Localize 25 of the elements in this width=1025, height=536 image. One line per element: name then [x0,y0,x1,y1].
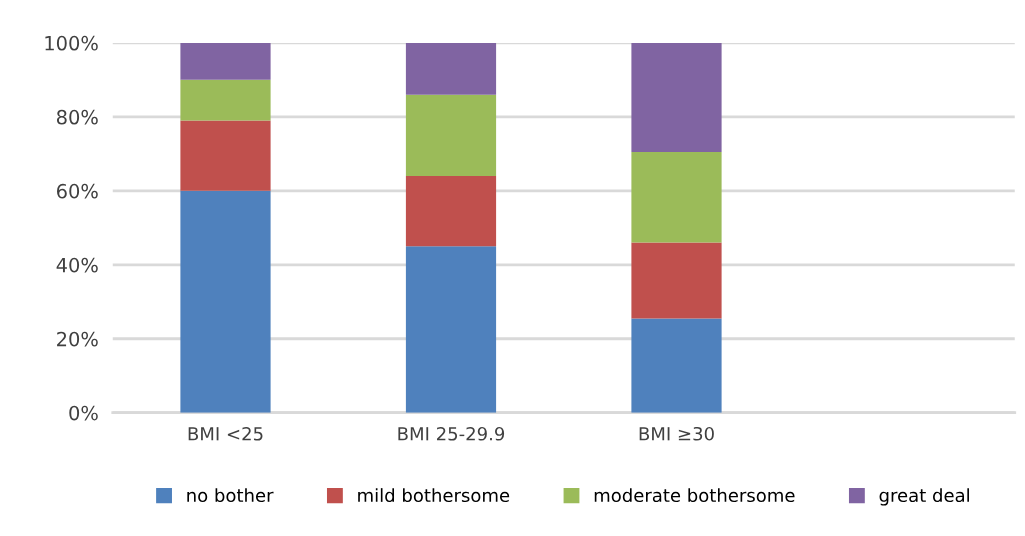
bar [631,42,722,152]
legend-label: no bother [187,488,274,503]
bar [180,79,271,121]
x-tick-label: BMI ≥30 [639,426,714,441]
x-tick-label: BMI 25-29.9 [398,426,505,441]
bar [631,242,722,319]
bar [631,318,722,413]
y-tick-label: 40% [56,257,98,273]
y-tick-label: 80% [56,109,98,125]
bar [405,246,497,413]
legend-label: mild bothersome [358,488,510,503]
bar [180,42,271,80]
y-tick-label: 0% [69,405,98,421]
bar [405,176,497,247]
bar [631,151,722,243]
bar [405,42,497,95]
legend-label: great deal [879,488,969,506]
bar [180,190,271,413]
x-tick-label: BMI <25 [188,426,263,441]
y-tick-label: 100% [45,35,98,51]
bar [180,120,271,191]
bar [405,94,497,177]
legend-label: moderate bothersome [594,488,795,503]
y-tick-label: 20% [57,331,98,347]
y-tick-label: 60% [57,183,98,199]
